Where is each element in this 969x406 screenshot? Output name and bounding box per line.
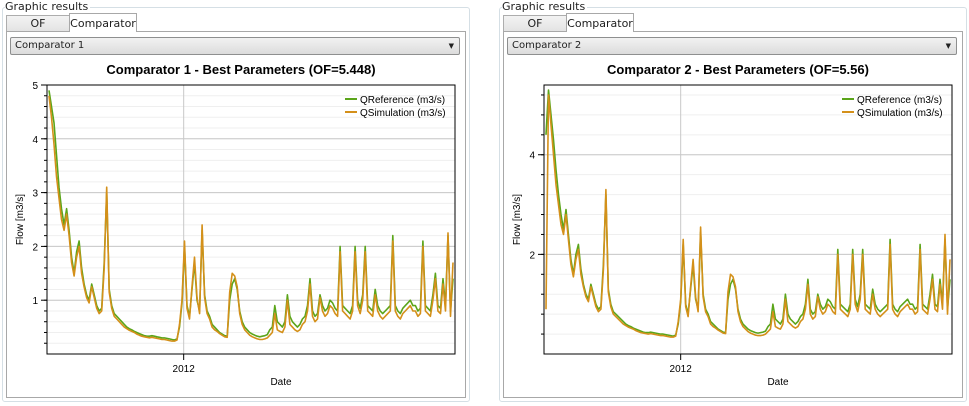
comparator-select-value: Comparator 1	[15, 40, 85, 51]
series-line-qsimulation	[48, 95, 454, 342]
x-axis-label: Date	[767, 377, 789, 388]
flow-chart: Comparator 2 - Best Parameters (OF=5.56)…	[512, 62, 953, 388]
chevron-down-icon: ▼	[945, 42, 951, 50]
comparator-select-value: Comparator 2	[512, 40, 582, 51]
legend-entry: QReference (m3/s)	[360, 95, 445, 106]
series-line-qsimulation	[545, 94, 951, 338]
graphic-results-group-1: Graphic results OF Progress Comparator C…	[2, 0, 470, 402]
tab-of-progress[interactable]: OF Progress	[6, 15, 70, 46]
legend-entry: QSimulation (m3/s)	[360, 108, 446, 119]
comparator-panel: Comparator 2 ▼ Comparator 2 - Best Param…	[503, 31, 963, 398]
y-tick-label: 3	[32, 189, 38, 200]
legend-entry: QSimulation (m3/s)	[857, 108, 943, 119]
graphic-results-group-2: Graphic results OF Progress Comparator C…	[499, 0, 967, 402]
plot-frame	[46, 84, 456, 355]
chart-title: Comparator 1 - Best Parameters (OF=5.448…	[106, 62, 375, 77]
y-tick-label: 5	[32, 81, 38, 92]
flow-chart: Comparator 1 - Best Parameters (OF=5.448…	[15, 62, 456, 388]
chart-area: Comparator 2 - Best Parameters (OF=5.56)…	[504, 56, 962, 397]
tab-comparator[interactable]: Comparator	[566, 13, 634, 32]
comparator-panel: Comparator 1 ▼ Comparator 1 - Best Param…	[6, 31, 466, 398]
x-axis-label: Date	[270, 377, 292, 388]
chart-area: Comparator 1 - Best Parameters (OF=5.448…	[7, 56, 465, 397]
group-title: Graphic results	[502, 0, 588, 13]
x-tick-label: 2012	[173, 364, 196, 375]
series-line-qreference	[48, 90, 454, 341]
group-frame	[2, 7, 470, 402]
y-axis-label: Flow [m3/s]	[512, 194, 523, 245]
tab-comparator[interactable]: Comparator	[69, 13, 137, 32]
y-tick-label: 4	[32, 135, 38, 146]
legend-entry: QReference (m3/s)	[857, 95, 942, 106]
tab-of-progress[interactable]: OF Progress	[503, 15, 567, 46]
group-title: Graphic results	[5, 0, 91, 13]
plot-frame	[543, 84, 953, 355]
y-tick-label: 2	[32, 242, 38, 253]
y-tick-label: 2	[529, 250, 535, 261]
comparator-select[interactable]: Comparator 2 ▼	[507, 37, 957, 55]
y-tick-label: 4	[529, 151, 535, 162]
x-tick-label: 2012	[670, 364, 693, 375]
comparator-select[interactable]: Comparator 1 ▼	[10, 37, 460, 55]
chevron-down-icon: ▼	[448, 42, 454, 50]
y-tick-label: 1	[32, 296, 38, 307]
group-frame	[499, 7, 967, 402]
y-axis-label: Flow [m3/s]	[15, 194, 26, 245]
chart-title: Comparator 2 - Best Parameters (OF=5.56)	[607, 62, 869, 77]
